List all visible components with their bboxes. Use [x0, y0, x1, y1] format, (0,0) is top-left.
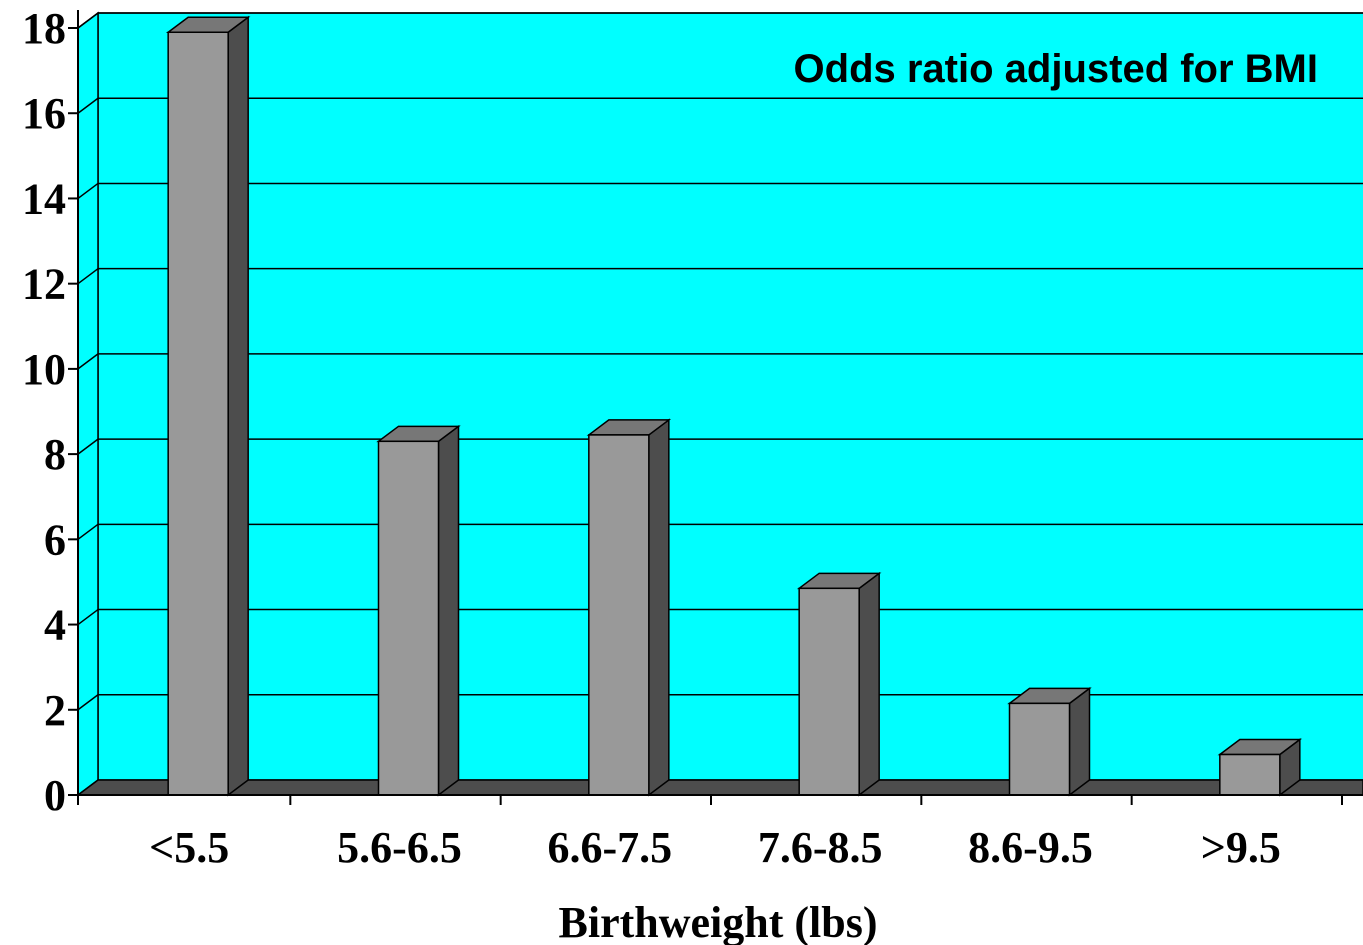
x-tick-label: 8.6-9.5 [968, 823, 1093, 872]
y-tick-label: 4 [44, 601, 66, 650]
gridline-side [77, 608, 99, 626]
gridline-side [77, 438, 99, 455]
y-tick-label: 12 [22, 260, 66, 309]
bar-front [167, 31, 229, 796]
x-tick-label: >9.5 [1201, 823, 1281, 872]
x-tick-label: <5.5 [149, 823, 229, 872]
bar-front [1219, 753, 1281, 796]
side-wall [77, 11, 99, 797]
bar-side [1068, 686, 1091, 797]
labels: Odds ratio adjusted for BMI Birthweight … [22, 4, 1318, 945]
x-tick-label: 5.6-6.5 [337, 823, 462, 872]
bar [1007, 686, 1092, 797]
bars [165, 15, 1303, 797]
plot-area [77, 11, 1363, 797]
bar [586, 418, 672, 797]
legend-entry: Odds ratio adjusted for BMI [794, 47, 1318, 91]
bar-front [798, 587, 860, 796]
x-tick-label: 7.6-8.5 [758, 823, 883, 872]
floor [75, 779, 1363, 796]
bar [376, 424, 461, 797]
gridline-side [77, 694, 99, 711]
bar-side [858, 571, 880, 797]
x-axis-title: Birthweight (lbs) [559, 898, 878, 945]
chart-floor [75, 779, 1363, 796]
bar-front [588, 434, 650, 796]
bar [165, 15, 251, 797]
y-tick-label: 16 [22, 89, 66, 138]
y-tick-label: 2 [44, 686, 66, 735]
gridlines [77, 12, 1363, 711]
gridline-side [77, 353, 99, 370]
x-tick-label: 6.6-7.5 [548, 823, 673, 872]
gridline-side [77, 182, 99, 200]
bar-front [377, 440, 440, 796]
y-tick-label: 6 [44, 515, 66, 564]
y-tick-label: 18 [22, 4, 66, 53]
gridline-side [77, 268, 99, 285]
y-tick-label: 14 [22, 174, 66, 223]
bar [796, 571, 882, 797]
y-tick-label: 8 [44, 430, 66, 479]
y-tick-label: 10 [22, 345, 66, 394]
bar [1217, 738, 1303, 797]
bar-side [437, 424, 460, 797]
bar-side [648, 418, 670, 797]
y-tick-label: 0 [44, 771, 66, 820]
bar-front [1008, 702, 1071, 796]
gridline-side [77, 97, 99, 114]
back-wall [97, 12, 1363, 781]
gridline-side [77, 523, 99, 540]
bar-side [227, 15, 249, 797]
axes [68, 10, 1363, 805]
gridline-side [77, 12, 99, 29]
